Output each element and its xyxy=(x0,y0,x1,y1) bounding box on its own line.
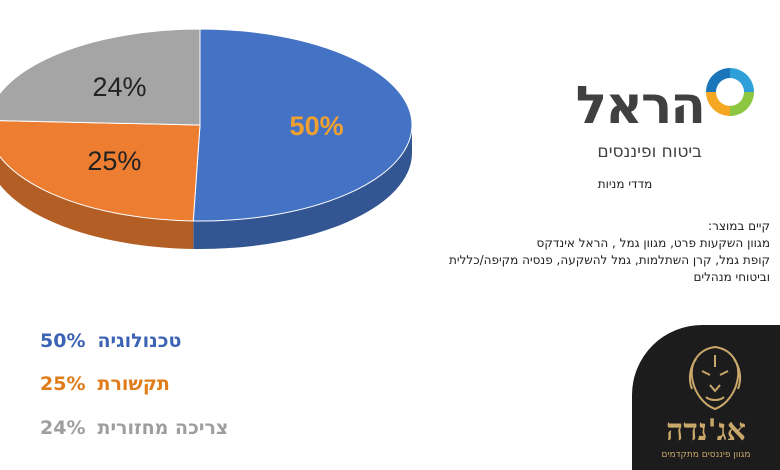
legend-value: 24% xyxy=(40,417,86,439)
legend-label: צריכה מחזורית xyxy=(97,417,229,439)
pie-depth xyxy=(0,125,412,249)
pie-labels: 50% 25% 24% xyxy=(87,72,343,176)
agenda-logo: אג'נדה מגוון פיננסים מתקדמים xyxy=(632,325,780,470)
slice-cyclical-consumption-label: 24% xyxy=(93,72,147,102)
slice-technology-side xyxy=(193,125,412,249)
lion-icon xyxy=(688,345,742,411)
legend-value: 50% xyxy=(40,330,86,352)
legend-item-technology: טכנולוגיה 50% xyxy=(40,330,270,352)
products-line: מגוון השקעות פרט, מגוון גמל , הראל אינדק… xyxy=(536,236,770,250)
legend-item-cyclical-consumption: צריכה מחזורית 24% xyxy=(40,417,270,439)
legend-value: 25% xyxy=(40,373,86,395)
products-line: וביטוחי מנהלים xyxy=(693,270,770,284)
agenda-tagline: מגוון פיננסים מתקדמים xyxy=(661,450,751,460)
slice-communication-side xyxy=(0,156,194,249)
subtitle: מדדי מניות xyxy=(597,177,653,191)
slice-communication xyxy=(0,120,201,222)
agenda-name: אג'נדה xyxy=(666,413,746,448)
legend-label: תקשורת xyxy=(97,373,170,395)
slice-communication-label: 25% xyxy=(87,146,141,176)
slice-cyclical-consumption xyxy=(0,28,201,126)
harel-wordmark: הראל xyxy=(575,76,706,136)
products-heading: קיים במוצר: xyxy=(708,219,770,233)
pie-slices xyxy=(0,28,413,222)
harel-tagline: ביטוח ופיננסים xyxy=(597,142,702,162)
legend-label: טכנולוגיה xyxy=(97,330,182,352)
products-line: קופת גמל, קרן השתלמות, גמל להשקעה, פנסיה… xyxy=(449,253,770,267)
pie-chart: 50% 25% 24% xyxy=(0,28,413,249)
slice-technology-label: 50% xyxy=(290,111,344,141)
harel-swirl-icon xyxy=(706,68,754,116)
slice-technology xyxy=(192,28,413,222)
products-block: קיים במוצר: מגוון השקעות פרט, מגוון גמל … xyxy=(380,218,770,286)
legend-item-communication: תקשורת 25% xyxy=(40,373,270,395)
